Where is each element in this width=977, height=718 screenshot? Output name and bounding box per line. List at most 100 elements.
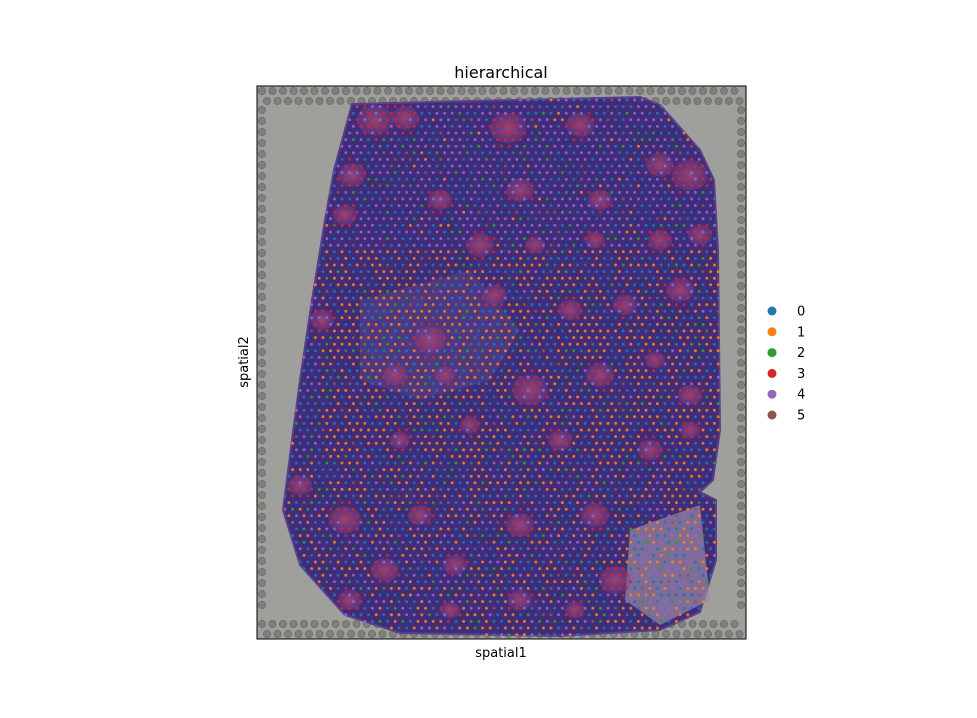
spot-cluster-1-3860 [545, 580, 549, 584]
spot-cluster-4-827 [359, 217, 363, 221]
spot-cluster-4-27 [431, 105, 435, 109]
spot-cluster-0-533 [450, 177, 454, 181]
spot-cluster-4-186 [348, 131, 352, 135]
spot-cluster-4-1601 [633, 309, 637, 313]
spot-cluster-2-3246 [481, 507, 485, 511]
spot-cluster-3-3319 [606, 514, 610, 518]
spot-cluster-3-1540 [576, 303, 580, 307]
spot-cluster-4-3480 [549, 534, 553, 538]
spot-cluster-5-3368 [549, 520, 553, 524]
spot-cluster-4-731 [412, 204, 416, 208]
spot-cluster-4-3970 [614, 593, 618, 597]
spot-cluster-4-4049 [477, 606, 481, 610]
spot-cluster-0-1436 [606, 289, 610, 293]
spot-cluster-4-48 [591, 105, 595, 109]
spot-cluster-1-3061 [355, 487, 359, 491]
spot-cluster-3-4033 [355, 606, 359, 610]
spot-cluster-0-2720 [317, 448, 321, 452]
spot-cluster-1-2508 [408, 421, 412, 425]
spot-cluster-1-3358 [473, 520, 477, 524]
spot-cluster-1-2261 [655, 388, 659, 392]
spot-cluster-0-3141 [541, 494, 545, 498]
spot-cluster-1-2778 [329, 454, 333, 458]
fiducial-spot-252 [258, 480, 266, 488]
spot-cluster-3-252 [503, 138, 507, 142]
spot-cluster-4-716 [690, 197, 694, 201]
spot-cluster-4-770 [709, 204, 713, 208]
spot-cluster-0-3116 [351, 494, 355, 498]
spot-cluster-1-3863 [568, 580, 572, 584]
spot-cluster-0-2914 [511, 468, 515, 472]
fiducial-spot-261 [737, 524, 745, 532]
spot-cluster-2-1225 [621, 263, 625, 267]
spot-cluster-1-3222 [298, 507, 302, 511]
spot-cluster-1-1162 [541, 256, 545, 260]
fiducial-spot-27 [326, 630, 334, 638]
spot-cluster-0-4017 [602, 600, 606, 604]
spot-cluster-0-557 [633, 177, 637, 181]
spot-cluster-1-3883 [329, 586, 333, 590]
spot-cluster-5-567 [709, 177, 713, 181]
spot-cluster-1-1450 [712, 289, 716, 293]
spot-cluster-1-1876 [659, 342, 663, 346]
spot-cluster-0-3902 [473, 586, 477, 590]
spot-cluster-1-2913 [503, 468, 507, 472]
spot-cluster-3-2676 [405, 441, 409, 445]
spot-cluster-2-4156 [598, 619, 602, 623]
spot-cluster-0-1166 [572, 256, 576, 260]
spot-cluster-5-869 [678, 217, 682, 221]
spot-cluster-2-3221 [291, 507, 295, 511]
spot-cluster-1-1630 [439, 316, 443, 320]
spot-cluster-0-935 [397, 230, 401, 234]
spot-cluster-3-1101 [477, 250, 481, 254]
spot-cluster-0-3408 [431, 527, 435, 531]
spot-cluster-2-3661 [667, 553, 671, 557]
spot-cluster-1-1710 [640, 322, 644, 326]
spot-cluster-1-1389 [655, 283, 659, 287]
spot-cluster-1-2372 [655, 402, 659, 406]
spot-cluster-1-1864 [568, 342, 572, 346]
spot-cluster-0-3263 [610, 507, 614, 511]
spot-cluster-1-2610 [332, 435, 336, 439]
spot-cluster-0-4126 [370, 619, 374, 623]
spot-cluster-1-2533 [598, 421, 602, 425]
spot-cluster-0-804 [576, 210, 580, 214]
spot-cluster-4-951 [519, 230, 523, 234]
spot-cluster-2-2954 [386, 474, 390, 478]
spot-cluster-0-387 [462, 157, 466, 161]
spot-cluster-4-1736 [424, 329, 428, 333]
spot-cluster-0-743 [503, 204, 507, 208]
spot-cluster-3-1554 [682, 303, 686, 307]
spot-cluster-2-3705 [579, 560, 583, 564]
spot-cluster-1-2574 [488, 428, 492, 432]
spot-cluster-2-3010 [389, 481, 393, 485]
spot-cluster-0-424 [374, 164, 378, 168]
spot-cluster-0-2589 [602, 428, 606, 432]
spot-cluster-1-1860 [538, 342, 542, 346]
spot-cluster-2-3473 [496, 534, 500, 538]
spot-cluster-1-3955 [500, 593, 504, 597]
spot-cluster-4-1425 [522, 289, 526, 293]
fiducial-spot-214 [258, 271, 266, 279]
spot-cluster-3-2006 [397, 362, 401, 366]
spot-cluster-1-1169 [595, 256, 599, 260]
spot-cluster-2-395 [522, 157, 526, 161]
spot-cluster-4-69 [435, 111, 439, 115]
spot-cluster-2-2496 [317, 421, 321, 425]
spot-cluster-4-3091 [583, 487, 587, 491]
spot-cluster-4-958 [572, 230, 576, 234]
spot-cluster-4-591 [507, 184, 511, 188]
spot-cluster-0-912 [614, 223, 618, 227]
spot-cluster-0-3290 [386, 514, 390, 518]
spot-cluster-1-4101 [511, 613, 515, 617]
spot-cluster-1-1580 [473, 309, 477, 313]
spot-cluster-1-2816 [617, 454, 621, 458]
spot-cluster-5-3303 [484, 514, 488, 518]
fiducial-spot-157 [672, 97, 681, 105]
spot-cluster-1-1997 [329, 362, 333, 366]
spot-cluster-3-3633 [454, 553, 458, 557]
fiducial-spot-250 [258, 469, 266, 477]
spot-cluster-3-2375 [678, 402, 682, 406]
spot-cluster-1-3493 [648, 534, 652, 538]
spot-cluster-4-125 [538, 118, 542, 122]
